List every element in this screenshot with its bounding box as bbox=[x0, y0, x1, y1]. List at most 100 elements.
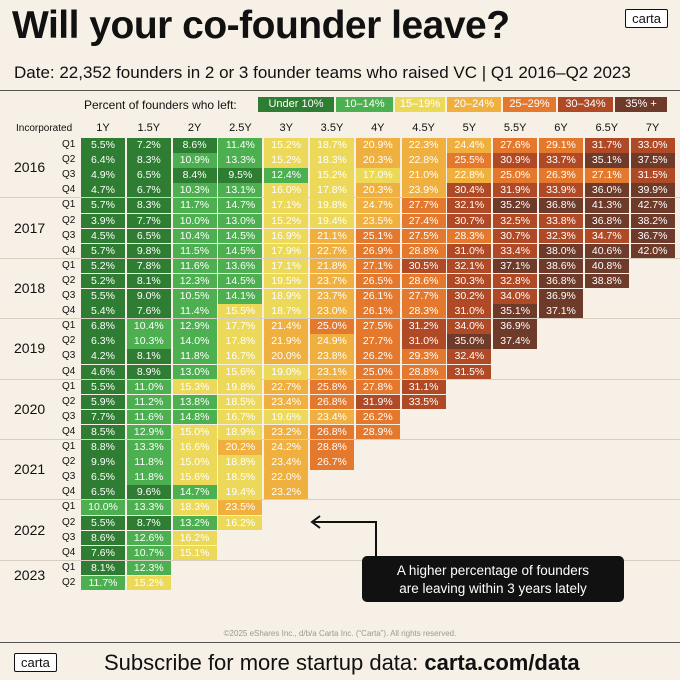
heatmap-cell: 15.2% bbox=[264, 213, 309, 228]
heatmap-cell: 6.5% bbox=[81, 470, 125, 485]
quarter-label: Q2 bbox=[62, 274, 76, 286]
heatmap-cell: 31.5% bbox=[630, 168, 675, 183]
callout-annotation: A higher percentage of founders are leav… bbox=[362, 556, 624, 602]
footer-link[interactable]: carta.com/data bbox=[424, 650, 580, 675]
heatmap-cell: 8.9% bbox=[126, 364, 171, 379]
heatmap-cell: 12.3% bbox=[126, 560, 171, 576]
heatmap-cell: 5.5% bbox=[81, 289, 125, 304]
heatmap-cell: 12.6% bbox=[126, 530, 171, 546]
footer-carta-logo[interactable]: carta bbox=[14, 653, 57, 672]
heatmap-cell: 23.7% bbox=[310, 289, 354, 304]
heatmap-cell: 14.0% bbox=[172, 334, 217, 349]
quarter-label: Q1 bbox=[62, 320, 76, 332]
heatmap-cell: 8.5% bbox=[81, 424, 125, 440]
heatmap-cell: 36.0% bbox=[584, 183, 629, 198]
heatmap-cell: 19.0% bbox=[264, 364, 309, 379]
heatmap-cell: 18.3% bbox=[172, 500, 217, 515]
heatmap-cell: 5.2% bbox=[81, 273, 125, 289]
heatmap-cell: 22.0% bbox=[264, 470, 309, 485]
heatmap-cell: 26.2% bbox=[355, 349, 400, 364]
heatmap-cell: 13.3% bbox=[126, 500, 171, 515]
heatmap-cell: 21.4% bbox=[264, 319, 309, 334]
heatmap-cell: 36.9% bbox=[493, 319, 538, 334]
heatmap-cell: 32.3% bbox=[539, 228, 583, 244]
heatmap-cell: 18.9% bbox=[264, 289, 309, 304]
heatmap-cell: 13.2% bbox=[172, 515, 217, 530]
heatmap-cell: 23.4% bbox=[264, 455, 309, 470]
heatmap-cell: 29.3% bbox=[401, 349, 446, 364]
heatmap-cell: 39.9% bbox=[630, 183, 675, 198]
heatmap-cell: 37.1% bbox=[493, 258, 538, 274]
heatmap-cell: 25.0% bbox=[310, 319, 354, 334]
heatmap-cell: 7.2% bbox=[126, 138, 171, 153]
heatmap-cell: 12.9% bbox=[126, 424, 171, 440]
heatmap-cell: 19.4% bbox=[218, 485, 263, 500]
heatmap-cell: 11.8% bbox=[126, 455, 171, 470]
heatmap-cell: 42.7% bbox=[630, 198, 675, 213]
heatmap-cell: 38.2% bbox=[630, 213, 675, 228]
heatmap-cell: 10.0% bbox=[81, 500, 125, 515]
column-header: 5Y bbox=[462, 122, 477, 134]
heatmap-cell: 13.3% bbox=[126, 440, 171, 455]
heatmap-cell: 16.6% bbox=[172, 440, 217, 455]
heatmap-cell: 19.6% bbox=[264, 409, 309, 425]
heatmap-cell: 26.7% bbox=[310, 455, 354, 470]
heatmap-cell: 15.6% bbox=[218, 364, 263, 379]
heatmap-cell: 15.2% bbox=[126, 575, 171, 591]
carta-logo[interactable]: carta bbox=[625, 9, 668, 28]
heatmap-cell: 10.7% bbox=[126, 545, 171, 561]
heatmap-cell: 31.5% bbox=[447, 364, 492, 379]
heatmap-cell: 21.0% bbox=[401, 168, 446, 183]
heatmap-cell: 24.4% bbox=[447, 138, 492, 153]
heatmap-cell: 16.2% bbox=[218, 515, 263, 530]
heatmap-cell: 8.4% bbox=[172, 168, 217, 183]
heatmap-cell: 29.1% bbox=[539, 138, 583, 153]
heatmap-cell: 33.4% bbox=[493, 243, 538, 259]
year-divider bbox=[0, 257, 680, 259]
heatmap-cell: 5.9% bbox=[81, 394, 125, 410]
copyright: ©2025 eShares Inc., d/b/a Carta Inc. (“C… bbox=[223, 629, 457, 638]
quarter-label: Q4 bbox=[62, 546, 76, 558]
heatmap-cell: 27.6% bbox=[493, 138, 538, 153]
heatmap-cell: 18.9% bbox=[218, 424, 263, 440]
heatmap-cell: 21.8% bbox=[310, 258, 354, 274]
heatmap-cell: 40.6% bbox=[584, 243, 629, 259]
heatmap-cell: 5.5% bbox=[81, 515, 125, 530]
heatmap-cell: 7.6% bbox=[81, 545, 125, 561]
year-divider bbox=[0, 499, 680, 501]
heatmap-cell: 25.8% bbox=[310, 379, 354, 395]
heatmap-cell: 10.4% bbox=[126, 319, 171, 334]
heatmap-cell: 18.5% bbox=[218, 394, 263, 410]
heatmap-cell: 10.3% bbox=[172, 183, 217, 198]
heatmap-cell: 15.6% bbox=[172, 470, 217, 485]
heatmap-cell: 21.9% bbox=[264, 334, 309, 349]
heatmap-cell: 7.8% bbox=[126, 258, 171, 274]
heatmap-cell: 23.2% bbox=[264, 485, 309, 500]
heatmap-cell: 24.7% bbox=[355, 198, 400, 213]
heatmap-cell: 14.5% bbox=[218, 228, 263, 244]
heatmap-cell: 7.7% bbox=[81, 409, 125, 425]
heatmap-cell: 15.5% bbox=[218, 304, 263, 319]
column-header: 1.5Y bbox=[137, 122, 161, 134]
heatmap-cell: 28.8% bbox=[401, 243, 446, 259]
heatmap-cell: 8.3% bbox=[126, 198, 171, 213]
heatmap-cell: 18.3% bbox=[310, 153, 354, 168]
heatmap-cell: 15.0% bbox=[172, 455, 217, 470]
heatmap-cell: 38.0% bbox=[539, 243, 583, 259]
heatmap-cell: 23.5% bbox=[355, 213, 400, 228]
heatmap-cell: 10.4% bbox=[172, 228, 217, 244]
heatmap-cell: 11.6% bbox=[172, 258, 217, 274]
heatmap-cell: 17.1% bbox=[264, 258, 309, 274]
heatmap-cell: 25.5% bbox=[447, 153, 492, 168]
heatmap-cell: 27.7% bbox=[401, 198, 446, 213]
heatmap-cell: 31.7% bbox=[584, 138, 629, 153]
quarter-label: Q3 bbox=[62, 471, 76, 483]
heatmap-cell: 35.1% bbox=[584, 153, 629, 168]
heatmap-cell: 10.0% bbox=[172, 213, 217, 228]
heatmap-cell: 13.0% bbox=[172, 364, 217, 379]
heatmap-cell: 13.6% bbox=[218, 258, 263, 274]
year-label: 2017 bbox=[14, 219, 46, 236]
footer-text: Subscribe for more startup data: bbox=[104, 650, 425, 675]
heatmap-cell: 26.1% bbox=[355, 289, 400, 304]
heatmap-cell: 6.5% bbox=[126, 168, 171, 183]
